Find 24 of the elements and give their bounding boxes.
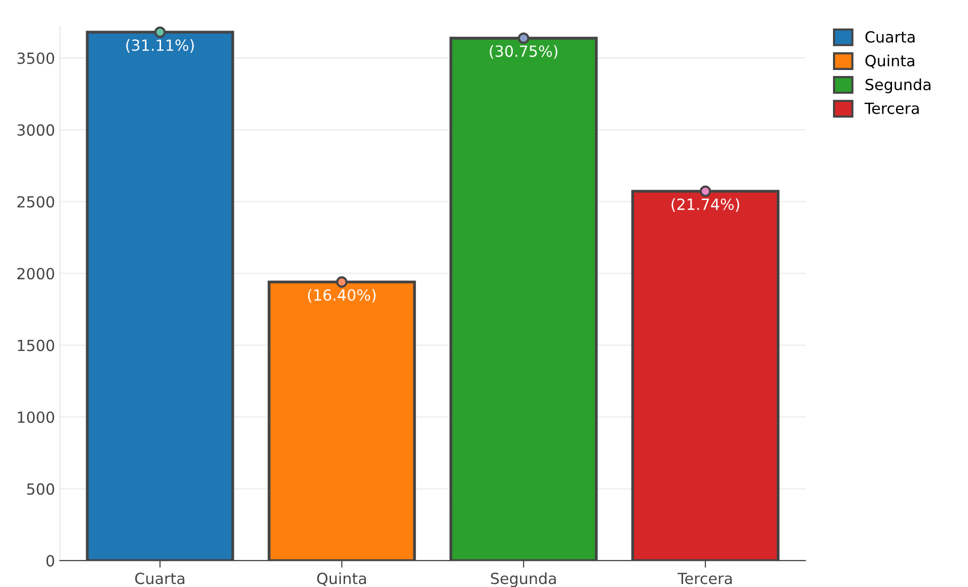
legend-label: Cuarta: [865, 31, 915, 43]
y-tick-label: 1500: [18, 340, 54, 352]
point: [154, 26, 166, 38]
annotation: (16.40%): [308, 288, 376, 303]
y-tick-label: 2000: [17, 268, 54, 280]
x-tick-label: Cuarta: [135, 572, 184, 584]
y-tick-label: 2500: [17, 196, 54, 208]
legend-label: Segunda: [866, 78, 930, 94]
point: [336, 276, 348, 288]
y-tick-label: 0: [46, 555, 54, 567]
y-tick-label: 3000: [17, 124, 54, 136]
point: [700, 186, 712, 197]
y-tick-label: 3500: [17, 52, 54, 64]
y-tick-label: 1000: [18, 411, 54, 424]
point: [518, 32, 530, 44]
x-tick-label: Tercera: [678, 572, 732, 584]
annotation: (31.11%): [126, 39, 194, 53]
legend-label: Quinta: [865, 54, 914, 68]
x-tick-label: Segunda: [490, 572, 556, 587]
y-tick-label: 500: [27, 483, 54, 495]
annotation: (30.75%): [490, 45, 558, 59]
legend-label: Tercera: [864, 102, 919, 114]
x-tick-label: Quinta: [317, 572, 366, 586]
annotation: (21.74%): [672, 198, 740, 212]
